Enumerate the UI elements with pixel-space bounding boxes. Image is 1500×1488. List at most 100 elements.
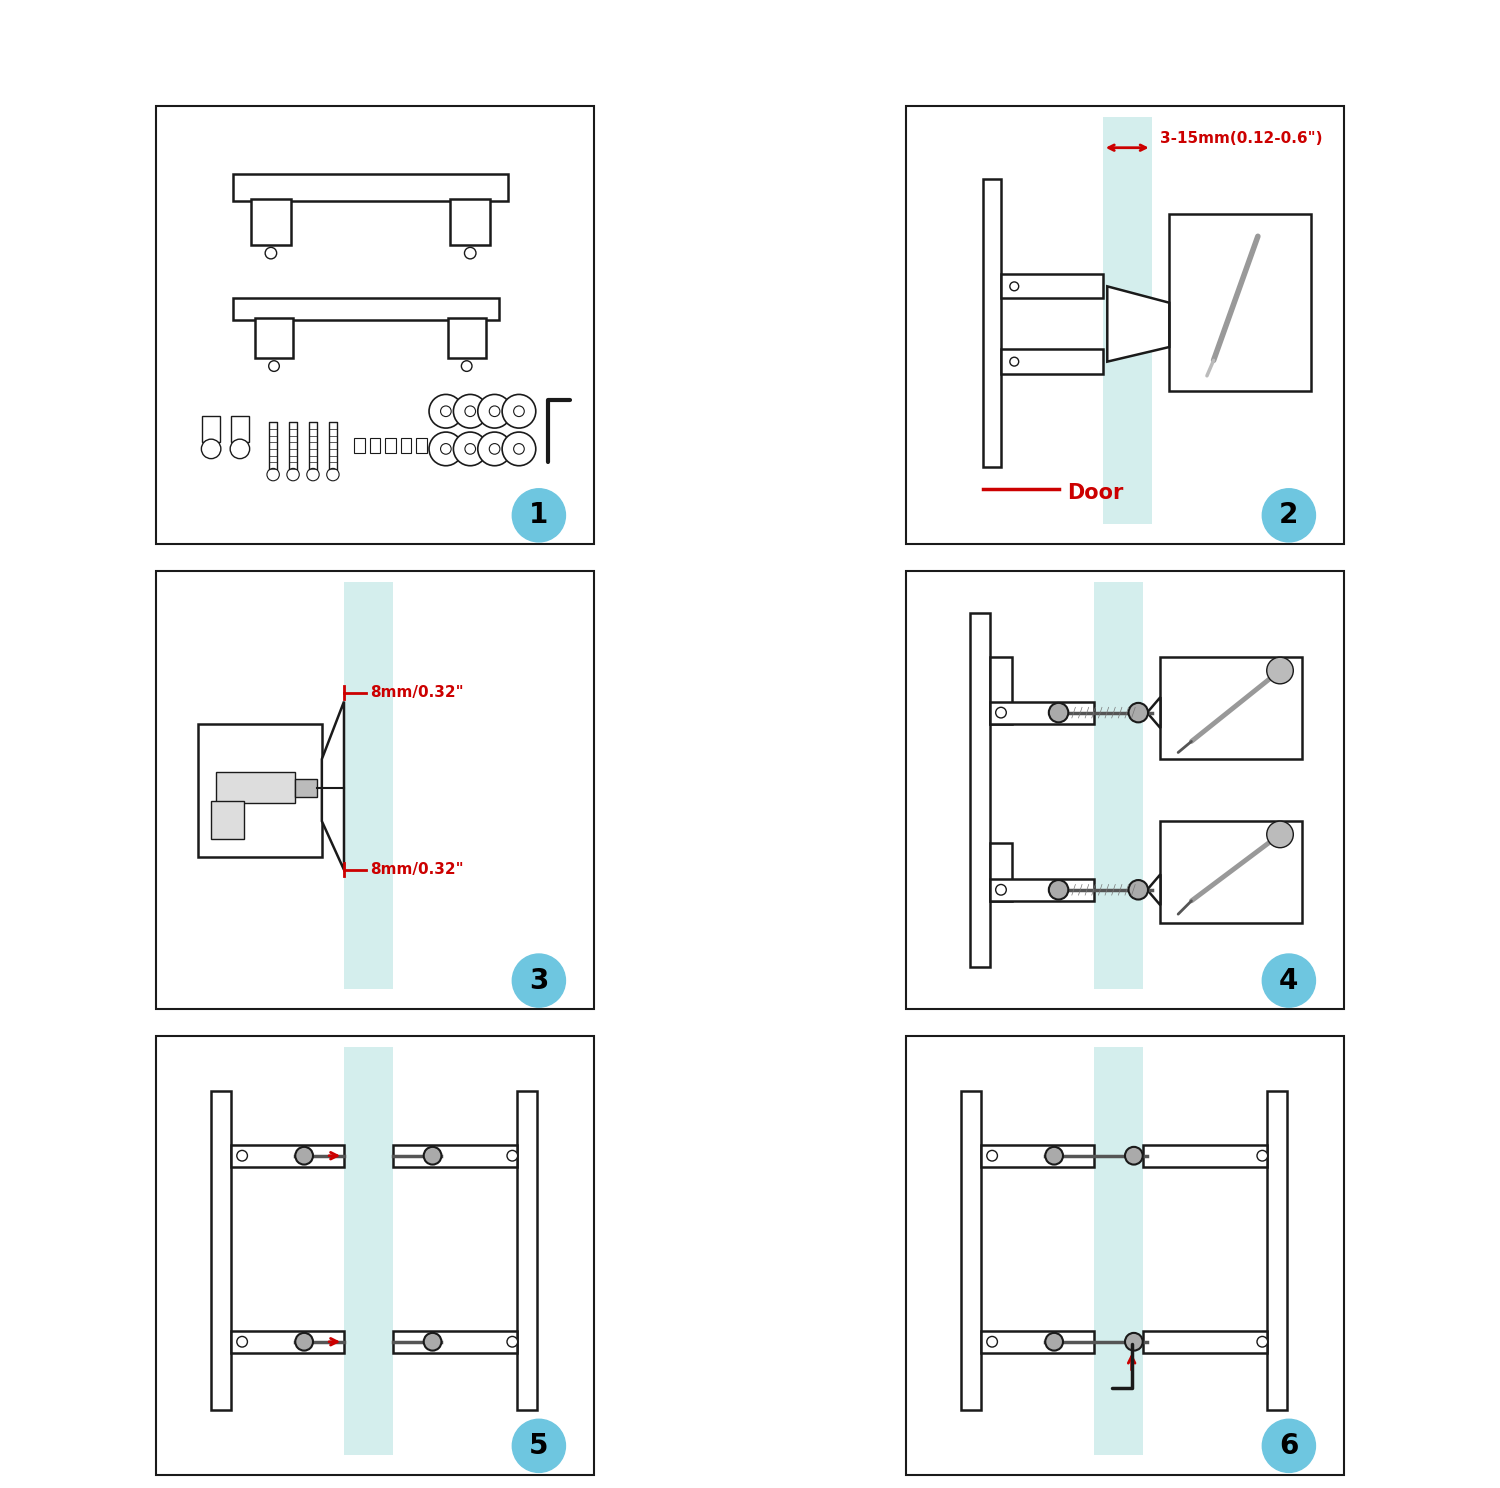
Circle shape — [1125, 1147, 1143, 1165]
Circle shape — [237, 1150, 248, 1161]
Bar — [1000, 274, 1102, 298]
Circle shape — [308, 469, 320, 481]
Bar — [516, 1092, 537, 1411]
Bar — [393, 1330, 516, 1353]
Bar — [1102, 116, 1152, 524]
Bar — [990, 658, 1012, 723]
Text: Door: Door — [1068, 484, 1124, 503]
Circle shape — [441, 443, 452, 454]
Circle shape — [201, 439, 220, 458]
Bar — [1094, 582, 1143, 990]
Circle shape — [1048, 702, 1068, 722]
Circle shape — [453, 432, 488, 466]
Bar — [400, 437, 411, 454]
Circle shape — [1263, 1420, 1316, 1473]
Circle shape — [423, 1147, 441, 1165]
Circle shape — [996, 707, 1006, 717]
Circle shape — [1263, 954, 1316, 1007]
Text: 6: 6 — [1280, 1431, 1299, 1460]
Bar — [1161, 658, 1302, 759]
Text: 3: 3 — [530, 967, 549, 994]
Bar — [984, 179, 1000, 467]
Text: 8mm/0.32": 8mm/0.32" — [370, 684, 464, 701]
Text: 8mm/0.32": 8mm/0.32" — [370, 863, 464, 878]
Bar — [1161, 821, 1302, 923]
Text: 4: 4 — [1280, 967, 1299, 994]
Circle shape — [267, 469, 279, 481]
Circle shape — [1266, 821, 1293, 848]
Bar — [344, 582, 393, 990]
Bar — [990, 701, 1094, 723]
Bar — [296, 780, 318, 796]
Circle shape — [1263, 488, 1316, 542]
Circle shape — [1125, 1333, 1143, 1351]
Bar — [962, 1092, 981, 1411]
Polygon shape — [1148, 875, 1161, 905]
Bar — [354, 437, 364, 454]
Bar — [198, 723, 322, 857]
Text: 5: 5 — [530, 1431, 549, 1460]
Circle shape — [513, 954, 566, 1007]
Bar — [448, 318, 486, 359]
Circle shape — [1257, 1150, 1268, 1161]
Circle shape — [507, 1150, 518, 1161]
Circle shape — [987, 1150, 998, 1161]
Circle shape — [987, 1336, 998, 1347]
Circle shape — [1128, 879, 1148, 900]
Circle shape — [478, 432, 512, 466]
Circle shape — [237, 1336, 248, 1347]
Circle shape — [1010, 281, 1019, 290]
Bar — [234, 298, 500, 320]
Circle shape — [507, 1336, 518, 1347]
Circle shape — [441, 406, 452, 417]
Bar — [1266, 1092, 1287, 1411]
Circle shape — [465, 443, 476, 454]
Bar — [416, 437, 428, 454]
Text: 2: 2 — [1280, 501, 1299, 530]
Circle shape — [296, 1333, 314, 1351]
Bar — [231, 1330, 344, 1353]
Text: 3-15mm(0.12-0.6"): 3-15mm(0.12-0.6") — [1161, 131, 1323, 146]
Circle shape — [513, 443, 525, 454]
Circle shape — [462, 360, 472, 372]
Circle shape — [429, 432, 462, 466]
Circle shape — [1266, 658, 1293, 684]
Circle shape — [1010, 357, 1019, 366]
Bar — [1170, 214, 1311, 391]
Circle shape — [327, 469, 339, 481]
Circle shape — [286, 469, 300, 481]
Text: INSTALLATION  INSTRUCTIONS: INSTALLATION INSTRUCTIONS — [84, 10, 1416, 82]
Circle shape — [453, 394, 488, 429]
Bar — [369, 437, 381, 454]
Bar — [1143, 1330, 1266, 1353]
Circle shape — [1046, 1147, 1064, 1165]
Bar — [990, 879, 1094, 900]
Circle shape — [513, 1420, 566, 1473]
Circle shape — [429, 394, 462, 429]
Circle shape — [1046, 1333, 1064, 1351]
Bar — [1094, 1048, 1143, 1455]
Bar — [251, 198, 291, 246]
Polygon shape — [322, 701, 344, 870]
Bar — [231, 415, 249, 442]
Bar — [255, 318, 292, 359]
Circle shape — [996, 884, 1006, 896]
Bar — [1000, 350, 1102, 373]
Bar — [393, 1144, 516, 1167]
Circle shape — [230, 439, 249, 458]
Circle shape — [503, 432, 536, 466]
Circle shape — [423, 1333, 441, 1351]
Polygon shape — [1107, 286, 1170, 362]
Circle shape — [513, 488, 566, 542]
Bar — [970, 613, 990, 967]
Circle shape — [268, 360, 279, 372]
Circle shape — [296, 1147, 314, 1165]
Circle shape — [266, 247, 276, 259]
Circle shape — [503, 394, 536, 429]
Bar — [981, 1144, 1094, 1167]
Circle shape — [489, 406, 500, 417]
Circle shape — [478, 394, 512, 429]
Bar — [211, 801, 244, 839]
Bar — [386, 437, 396, 454]
Bar — [202, 415, 220, 442]
